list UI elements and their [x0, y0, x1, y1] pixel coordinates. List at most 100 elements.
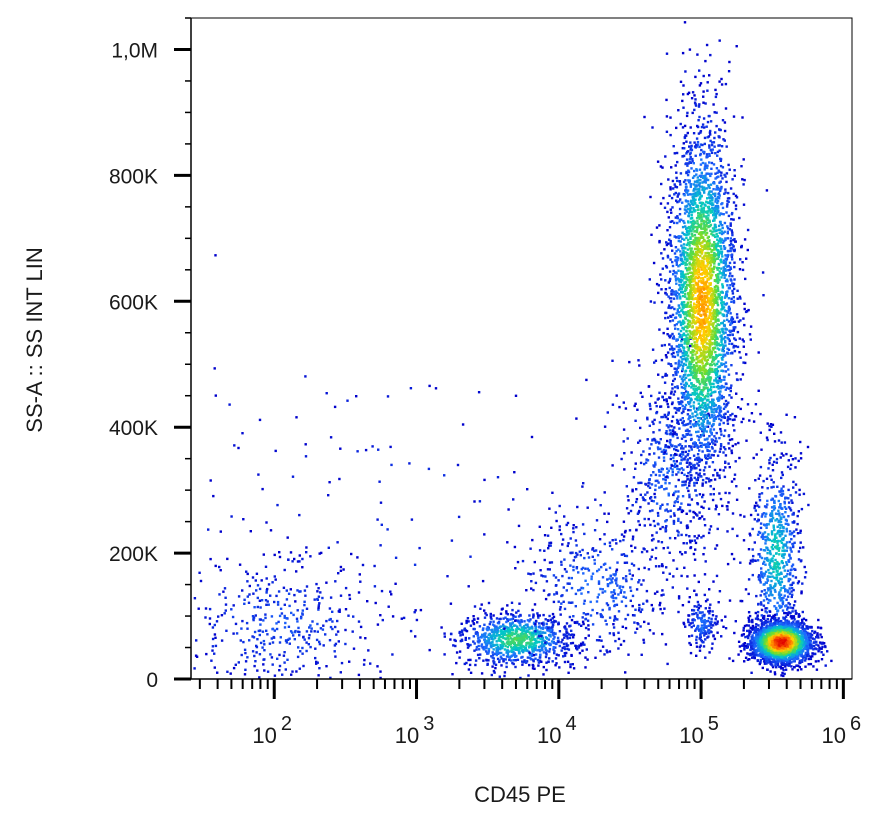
event-dot — [652, 500, 655, 503]
event-dot — [623, 531, 627, 534]
event-dot — [627, 653, 630, 656]
event-dot — [661, 267, 664, 270]
event-dot — [693, 445, 696, 448]
event-dot — [610, 581, 614, 584]
event-dot — [684, 199, 688, 202]
event-dot — [574, 644, 577, 647]
event-dot — [725, 295, 728, 298]
event-dot — [698, 460, 701, 464]
event-dot — [732, 557, 736, 561]
event-dot — [672, 522, 676, 525]
event-dot — [292, 613, 295, 617]
event-dot — [688, 247, 692, 250]
event-dot — [567, 633, 570, 636]
event-dot — [554, 646, 557, 649]
event-dot — [731, 233, 734, 237]
event-dot — [583, 599, 586, 602]
event-dot — [504, 616, 507, 619]
event-dot — [676, 308, 679, 311]
event-dot — [690, 373, 693, 377]
event-dot — [640, 653, 643, 656]
event-dot — [671, 206, 674, 209]
event-dot — [739, 513, 742, 517]
event-dot — [697, 396, 701, 399]
event-dot — [673, 491, 676, 495]
event-dot — [260, 579, 263, 582]
event-dot — [680, 437, 684, 440]
event-dot — [727, 373, 731, 376]
event-dot — [696, 434, 699, 438]
event-dot — [656, 590, 659, 593]
event-dot — [531, 608, 534, 612]
event-dot — [705, 383, 708, 387]
event-dot — [695, 392, 699, 395]
event-dot — [664, 479, 667, 482]
event-dot — [390, 593, 393, 596]
event-dot — [704, 455, 707, 458]
event-dot — [516, 644, 519, 647]
event-dot — [725, 205, 729, 208]
event-dot — [733, 473, 737, 476]
event-dot — [683, 281, 686, 284]
event-dot — [601, 645, 605, 648]
event-dot — [689, 409, 692, 412]
event-dot — [574, 605, 577, 608]
event-dot — [686, 432, 690, 436]
event-dot — [670, 196, 674, 200]
event-dot — [325, 581, 328, 584]
event-dot — [252, 592, 255, 595]
event-dot — [629, 599, 632, 602]
event-dot — [717, 192, 721, 195]
event-dot — [339, 594, 343, 597]
event-dot — [515, 648, 518, 651]
event-dot — [197, 607, 200, 610]
event-dot — [597, 639, 601, 642]
event-dot — [534, 653, 538, 656]
event-dot — [696, 301, 699, 304]
event-dot — [689, 470, 692, 474]
event-dot — [646, 491, 649, 494]
event-dot — [541, 646, 544, 649]
event-dot — [670, 420, 674, 423]
event-dot — [287, 558, 290, 561]
event-dot — [669, 258, 672, 261]
event-dot — [722, 413, 726, 416]
event-dot — [488, 622, 491, 626]
event-dot — [699, 214, 702, 217]
event-dot — [686, 395, 689, 398]
event-dot — [689, 361, 692, 364]
event-dot — [688, 158, 692, 161]
event-dot — [707, 267, 710, 270]
event-dot — [702, 213, 705, 216]
event-dot — [700, 318, 703, 321]
event-dot — [673, 337, 676, 340]
event-dot — [660, 344, 664, 347]
event-dot — [536, 658, 540, 662]
event-dot — [690, 213, 693, 217]
event-dot — [688, 457, 692, 460]
event-dot — [720, 187, 723, 190]
event-dot — [686, 210, 689, 213]
event-dot — [682, 386, 685, 390]
event-dot — [729, 249, 732, 253]
event-dot — [676, 467, 679, 471]
event-dot — [560, 602, 563, 605]
event-dot — [569, 642, 573, 645]
event-dot — [712, 385, 716, 389]
event-dot — [586, 612, 590, 616]
event-dot — [605, 649, 608, 652]
event-dot — [727, 501, 730, 504]
event-dot — [664, 155, 667, 158]
event-dot — [251, 650, 255, 653]
event-dot — [213, 666, 216, 669]
event-dot — [537, 664, 540, 667]
event-dot — [336, 541, 339, 544]
event-dot — [685, 512, 688, 515]
event-dot — [544, 618, 547, 621]
event-dot — [222, 590, 225, 593]
event-dot — [696, 537, 699, 540]
event-dot — [714, 508, 717, 511]
event-dot — [723, 239, 726, 243]
event-dot — [301, 609, 304, 612]
event-dot — [570, 654, 573, 657]
